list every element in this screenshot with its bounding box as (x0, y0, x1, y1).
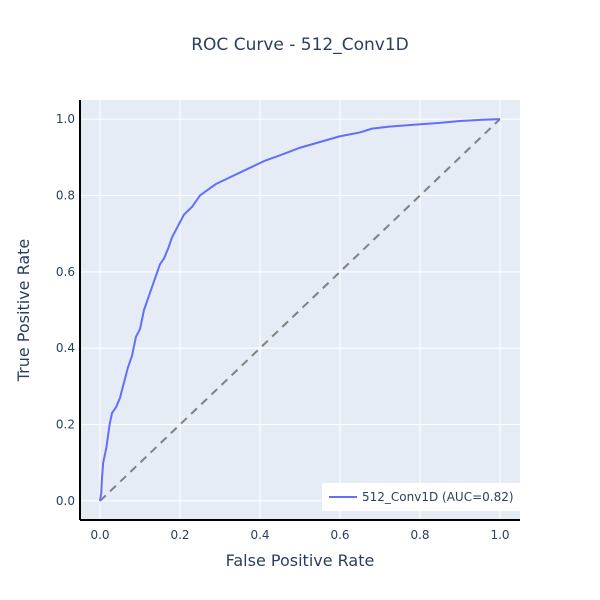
legend: 512_Conv1D (AUC=0.82) (322, 483, 520, 511)
y-axis-title: True Positive Rate (14, 239, 33, 383)
y-tick-labels: 0.0 0.2 0.4 0.6 0.8 1.0 (56, 112, 75, 508)
x-tick-label: 0.2 (170, 528, 189, 542)
x-tick-label: 0.8 (410, 528, 429, 542)
roc-curve-line (99, 118, 501, 502)
chart-title: ROC Curve - 512_Conv1D (191, 35, 409, 55)
x-tick-label: 0.0 (90, 528, 109, 542)
x-tick-label: 0.4 (250, 528, 269, 542)
x-tick-label: 1.0 (490, 528, 509, 542)
series-lines (99, 118, 501, 502)
y-tick-label: 0.0 (56, 494, 75, 508)
axes (79, 100, 520, 521)
y-tick-label: 1.0 (56, 112, 75, 126)
y-tick-label: 0.8 (56, 188, 75, 202)
grid (80, 100, 520, 520)
x-tick-label: 0.6 (330, 528, 349, 542)
x-axis-title: False Positive Rate (226, 551, 375, 570)
legend-entry: 512_Conv1D (AUC=0.82) (362, 490, 514, 504)
y-tick-label: 0.2 (56, 418, 75, 432)
x-tick-labels: 0.0 0.2 0.4 0.6 0.8 1.0 (90, 528, 509, 542)
y-tick-label: 0.4 (56, 341, 75, 355)
y-tick-label: 0.6 (56, 265, 75, 279)
